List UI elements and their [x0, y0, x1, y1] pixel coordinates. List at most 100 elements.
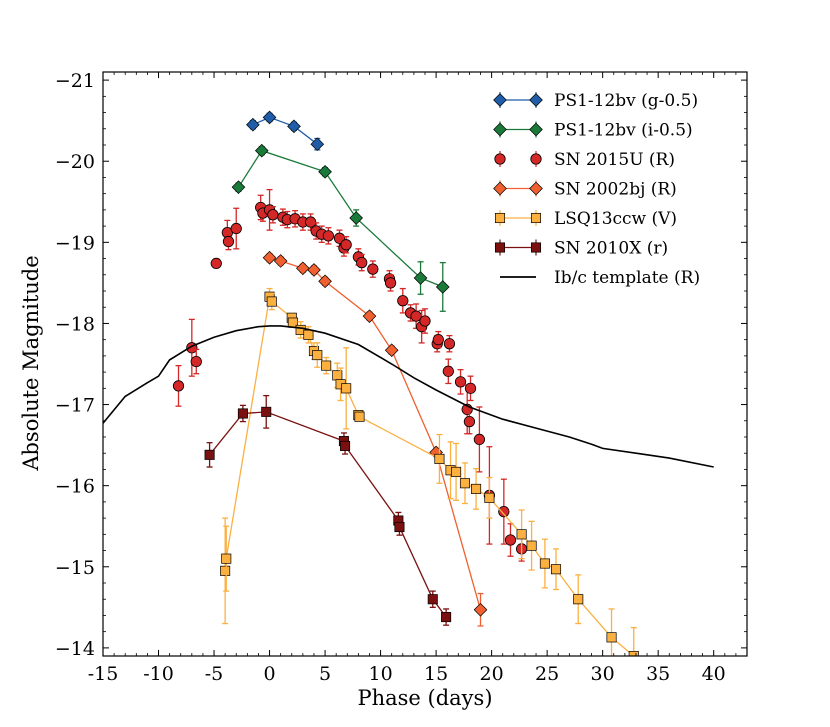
data-point: [312, 350, 323, 361]
data-point: [172, 380, 185, 392]
data-point: [434, 453, 445, 464]
y-tick-label: −15: [55, 557, 95, 579]
legend-item-sn-2002bj-r: SN 2002bj (R): [493, 180, 677, 200]
data-point: [356, 256, 368, 269]
data-point: [504, 534, 517, 546]
x-tick-label: 20: [480, 663, 504, 685]
data-point: [397, 295, 409, 307]
series-ib-c-template-r: [103, 325, 714, 468]
legend-item-ib-c-template-r: Ib/c template (R): [500, 268, 700, 288]
y-tick-label: −20: [55, 151, 95, 173]
data-point: [204, 449, 215, 460]
data-point: [237, 408, 248, 419]
data-point: [210, 257, 222, 270]
data-point: [190, 355, 202, 368]
legend-marker: [494, 153, 506, 165]
legend-marker: [530, 242, 542, 253]
data-point: [435, 280, 450, 294]
data-point: [310, 137, 325, 152]
series-line: [269, 257, 482, 610]
x-axis-title: Phase (days): [357, 686, 492, 710]
y-axis-title: Absolute Magnitude: [19, 255, 43, 471]
series-sn-2002bj-r: [262, 250, 488, 627]
legend-marker: [494, 212, 506, 224]
data-point: [296, 261, 310, 276]
data-point: [318, 164, 332, 179]
data-point: [287, 119, 301, 134]
data-point: [220, 565, 231, 576]
y-tick-label: −16: [55, 476, 95, 498]
data-point: [362, 309, 377, 323]
legend-item-sn-2015u-r: SN 2015U (R): [494, 150, 675, 170]
data-layer: [103, 110, 714, 656]
data-point: [394, 522, 405, 533]
legend-marker: [529, 93, 543, 107]
data-point: [384, 277, 397, 289]
legend-label: Ib/c template (R): [554, 268, 700, 288]
data-point: [441, 612, 452, 623]
legend-label: LSQ13ccw (V): [554, 209, 677, 229]
legend-item-lsq13ccw-v: LSQ13ccw (V): [494, 209, 677, 229]
legend-item-ps1-12bv-i-0-5: PS1-12bv (i-0.5): [493, 121, 693, 141]
y-tick-label: −17: [55, 395, 95, 417]
data-point: [419, 315, 431, 327]
legend-marker: [529, 122, 543, 137]
data-point: [573, 594, 584, 605]
series-ps1-12bv-i-0-5: [231, 143, 450, 312]
x-tick-label: 0: [264, 663, 276, 685]
x-tick-label: -15: [88, 663, 119, 685]
x-tick-label: 10: [368, 663, 392, 685]
data-point: [231, 180, 246, 194]
data-point: [307, 263, 321, 277]
data-point: [427, 594, 438, 605]
y-tick-label: −14: [55, 638, 95, 660]
data-point: [473, 433, 486, 446]
data-point: [464, 382, 477, 394]
x-tick-label: 15: [424, 663, 448, 685]
x-tick-label: 40: [702, 663, 726, 685]
x-tick-label: 35: [646, 663, 670, 685]
data-point: [413, 271, 428, 285]
data-point: [442, 365, 454, 377]
series-sn-2015u-r: [172, 188, 528, 562]
series-line: [252, 116, 318, 145]
data-point: [367, 263, 379, 275]
data-point: [539, 558, 550, 569]
data-point: [340, 440, 351, 451]
x-tick-label: -10: [143, 663, 174, 685]
y-axis: −21 −20 −19 −18 −17 −16 −15 −14: [55, 70, 747, 660]
data-point: [443, 338, 456, 350]
series-line: [103, 325, 714, 468]
x-tick-label: 5: [319, 663, 331, 685]
data-point: [341, 383, 352, 394]
series-ps1-12bv-g-0-5: [246, 110, 325, 152]
data-point: [526, 540, 537, 551]
legend-marker: [530, 153, 542, 165]
data-point: [267, 209, 279, 221]
data-point: [459, 478, 470, 489]
data-point: [266, 296, 277, 307]
series-lsq13ccw-v: [220, 287, 639, 656]
legend-item-ps1-12bv-g-0-5: PS1-12bv (g-0.5): [493, 91, 698, 111]
legend-label: SN 2010X (r): [554, 239, 668, 259]
data-point: [473, 602, 488, 617]
x-axis: -15 -10 -5 0 5 10 15 20 25 30 35 40: [88, 72, 748, 685]
data-point: [606, 632, 617, 643]
legend-item-sn-2010x-r: SN 2010X (r): [494, 239, 668, 259]
data-point: [261, 406, 272, 417]
data-point: [262, 110, 277, 125]
x-tick-label: 30: [591, 663, 615, 685]
data-point: [463, 415, 476, 428]
data-point: [628, 650, 639, 656]
data-point: [354, 411, 365, 422]
data-point: [254, 143, 269, 158]
y-tick-label: −19: [55, 232, 95, 254]
legend: PS1-12bv (g-0.5) PS1-12bv (i-0.5) SN 2015U…: [493, 91, 700, 288]
legend-marker: [494, 242, 506, 253]
data-point: [471, 483, 482, 494]
legend-marker: [493, 122, 507, 137]
legend-marker: [493, 181, 507, 196]
data-point: [322, 230, 335, 242]
data-point: [221, 553, 232, 564]
